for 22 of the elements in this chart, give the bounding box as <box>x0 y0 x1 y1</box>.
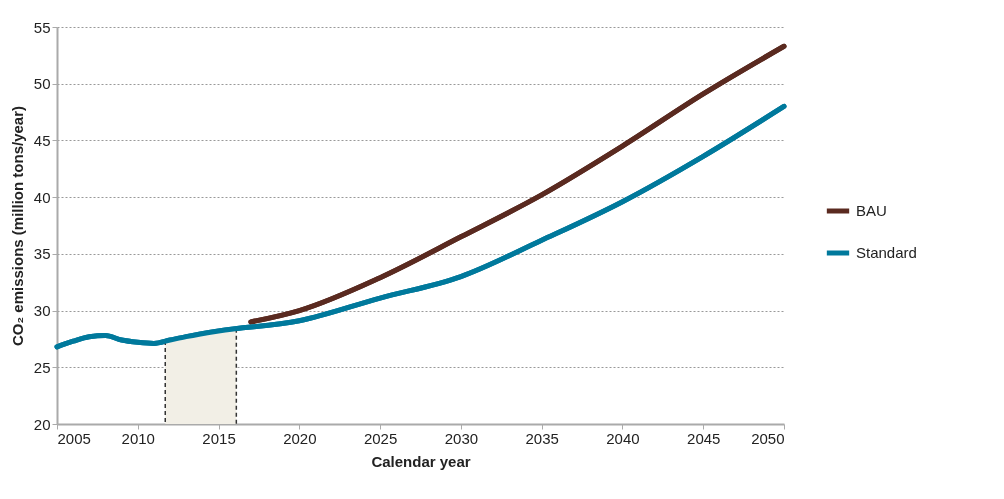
legend-label: Standard <box>856 244 917 261</box>
y-tick-label: 20 <box>33 415 51 433</box>
x-tick-label: 2010 <box>121 429 155 447</box>
y-tick-label: 30 <box>33 302 51 320</box>
x-tick-label: 2025 <box>363 429 398 447</box>
y-axis-title: CO₂ emissions (million tons/year) <box>8 105 26 347</box>
y-tick-label: 50 <box>33 75 51 93</box>
x-tick-label: 2015 <box>202 429 236 447</box>
y-tick-label: 35 <box>33 245 51 263</box>
y-tick-label: 55 <box>33 18 51 36</box>
x-tick-label: 2045 <box>687 429 721 447</box>
x-tick-label: 2005 <box>57 429 91 447</box>
x-tick-label: 2040 <box>606 429 640 447</box>
y-tick-label: 45 <box>33 131 51 149</box>
x-tick-label: 2035 <box>525 429 559 447</box>
y-tick-label: 40 <box>33 188 51 206</box>
x-axis-title: Calendar year <box>371 452 471 470</box>
y-tick-label: 25 <box>33 358 51 376</box>
legend-label: BAU <box>856 202 887 219</box>
x-tick-label: 2050 <box>751 429 785 447</box>
x-tick-label: 2030 <box>444 429 479 447</box>
x-tick-label: 2020 <box>283 429 317 447</box>
